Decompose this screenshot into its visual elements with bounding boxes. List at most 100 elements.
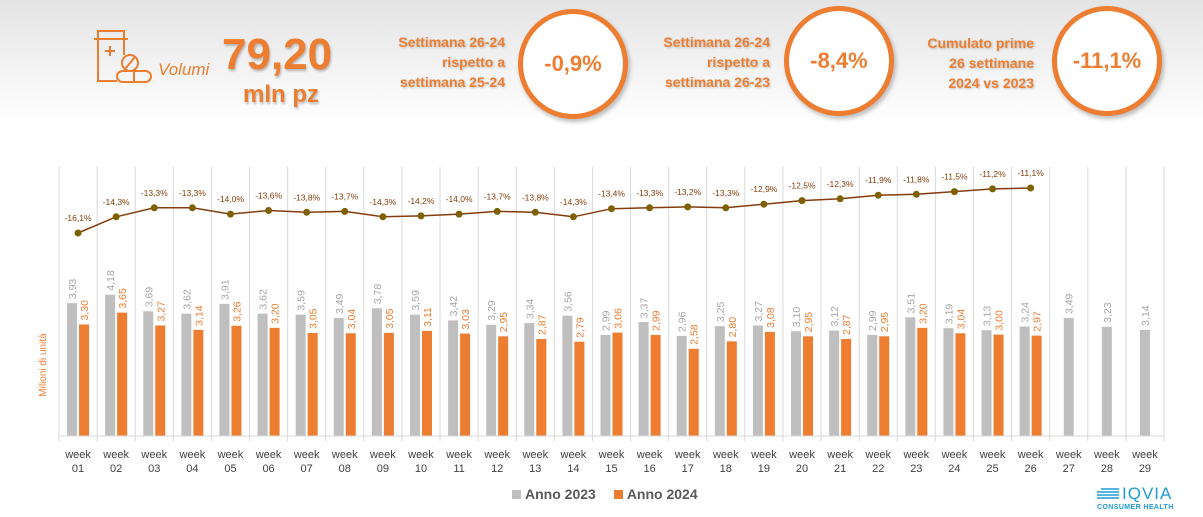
x-tick-label: 14 bbox=[567, 463, 579, 475]
bar-2024 bbox=[955, 333, 966, 436]
x-tick-label: week bbox=[598, 449, 625, 461]
kpi-week-vs-prev-label: Settimana 26-24 rispetto a settimana 25-… bbox=[380, 32, 505, 92]
cumulative-point bbox=[417, 212, 425, 220]
x-tick-label: 21 bbox=[834, 463, 846, 475]
x-tick-label: week bbox=[445, 449, 472, 461]
kpi-label-line: Settimana 26-24 bbox=[663, 34, 770, 50]
cumulative-point bbox=[265, 207, 273, 214]
cumulative-point bbox=[455, 210, 463, 218]
data-label-2024: 3,04 bbox=[346, 309, 358, 330]
kpi-cumulative-value: -11,1% bbox=[1052, 6, 1162, 116]
x-tick-label: 03 bbox=[148, 463, 160, 475]
kpi-label-line: rispetto a bbox=[441, 54, 505, 70]
legend-item-2023: Anno 2023 bbox=[512, 486, 596, 502]
bar-2023 bbox=[67, 303, 78, 436]
cumulative-point bbox=[112, 213, 120, 221]
bar-2024 bbox=[764, 331, 775, 436]
x-tick-label: 09 bbox=[377, 463, 389, 475]
bar-2024 bbox=[726, 341, 737, 436]
cumulative-label: -14,3% bbox=[369, 197, 396, 207]
data-label-2024: 3,11 bbox=[422, 307, 434, 327]
bar-2023 bbox=[676, 335, 687, 436]
bar-2023 bbox=[143, 311, 154, 436]
x-tick-label: week bbox=[864, 449, 891, 461]
cumulative-point bbox=[74, 229, 82, 237]
bar-2024 bbox=[498, 336, 509, 436]
bar-2024 bbox=[269, 327, 280, 436]
x-tick-label: 18 bbox=[720, 463, 732, 475]
bar-2023 bbox=[1063, 318, 1074, 436]
x-tick-label: week bbox=[102, 449, 129, 461]
x-tick-label: 02 bbox=[110, 463, 122, 475]
data-label-2024: 3,14 bbox=[193, 305, 205, 326]
cumulative-label: -14,2% bbox=[408, 196, 435, 206]
x-tick-label: 24 bbox=[948, 463, 960, 475]
x-tick-label: week bbox=[217, 449, 244, 461]
data-label-2023: 3,59 bbox=[410, 290, 422, 311]
cumulative-point bbox=[874, 191, 882, 199]
data-label-2024: 2,95 bbox=[498, 312, 510, 333]
legend-item-2024: Anno 2024 bbox=[613, 486, 698, 502]
x-tick-label: week bbox=[483, 449, 510, 461]
chart-gridlines bbox=[58, 167, 1165, 436]
data-label-2023: 3,69 bbox=[143, 287, 155, 308]
bar-2024 bbox=[79, 324, 90, 436]
data-label-2023: 3,49 bbox=[1064, 293, 1076, 314]
x-tick-label: week bbox=[1055, 449, 1082, 461]
cumulative-point bbox=[379, 213, 387, 221]
data-label-2024: 2,95 bbox=[879, 312, 891, 333]
bar-2024 bbox=[155, 325, 166, 436]
bar-2023 bbox=[295, 314, 306, 436]
kpi-label-line: settimana 26-23 bbox=[664, 74, 770, 90]
cumulative-point bbox=[684, 203, 692, 211]
bar-2023 bbox=[562, 315, 573, 436]
bar-2023 bbox=[181, 313, 192, 436]
data-label-2024: 2,99 bbox=[651, 310, 663, 331]
cumulative-label: -13,8% bbox=[522, 192, 549, 202]
data-label-2024: 3,65 bbox=[117, 288, 129, 309]
x-tick-label: 01 bbox=[72, 463, 84, 475]
x-tick-label: 19 bbox=[758, 463, 770, 475]
x-tick-label: week bbox=[941, 449, 968, 461]
data-label-2024: 2,97 bbox=[1032, 311, 1044, 332]
cumulative-point bbox=[989, 185, 997, 193]
data-label-2023: 3,14 bbox=[1140, 305, 1152, 326]
cumulative-label: -13,3% bbox=[179, 188, 206, 198]
x-tick-label: week bbox=[179, 449, 206, 461]
cumulative-label: -14,0% bbox=[217, 194, 244, 204]
cumulative-point bbox=[798, 197, 806, 205]
cumulative-label: -12,3% bbox=[827, 179, 854, 189]
data-label-2024: 2,80 bbox=[727, 317, 739, 338]
bar-2023 bbox=[524, 323, 535, 436]
x-tick-label: 07 bbox=[301, 463, 313, 475]
x-tick-label: week bbox=[1093, 449, 1120, 461]
bar-2023 bbox=[1139, 329, 1150, 436]
data-label-2023: 3,10 bbox=[791, 307, 803, 328]
bar-2023 bbox=[448, 320, 459, 436]
cumulative-point bbox=[150, 204, 158, 212]
bar-2023 bbox=[371, 308, 382, 436]
bar-2023 bbox=[829, 330, 840, 436]
bar-2024 bbox=[993, 334, 1004, 436]
brand-sub: CONSUMER HEALTH bbox=[1097, 504, 1174, 511]
cumulative-point bbox=[912, 190, 920, 198]
data-label-2023: 3,29 bbox=[486, 300, 498, 321]
data-label-2023: 3,12 bbox=[829, 306, 841, 327]
chart-bars: 3,933,304,183,65 3,693,273,623,143,913,26… bbox=[67, 270, 1152, 436]
x-tick-label: 06 bbox=[262, 463, 274, 475]
bar-2024 bbox=[117, 312, 128, 436]
bar-2023 bbox=[905, 317, 916, 436]
cumulative-label: -12,5% bbox=[789, 181, 816, 191]
cumulative-line bbox=[77, 187, 1031, 234]
x-tick-label: week bbox=[64, 449, 91, 461]
x-tick-label: week bbox=[1017, 449, 1044, 461]
data-label-2023: 3,51 bbox=[905, 293, 917, 314]
x-tick-label: 23 bbox=[910, 463, 922, 475]
kpi-label-line: 2024 vs 2023 bbox=[948, 75, 1034, 91]
x-tick-label: 15 bbox=[605, 463, 617, 475]
cumulative-label: -12,9% bbox=[750, 184, 777, 194]
chart-legend: Anno 2023 Anno 2024 bbox=[512, 486, 698, 502]
bar-2024 bbox=[345, 333, 356, 436]
cumulative-point bbox=[1027, 184, 1035, 192]
x-tick-label: 11 bbox=[453, 463, 464, 475]
